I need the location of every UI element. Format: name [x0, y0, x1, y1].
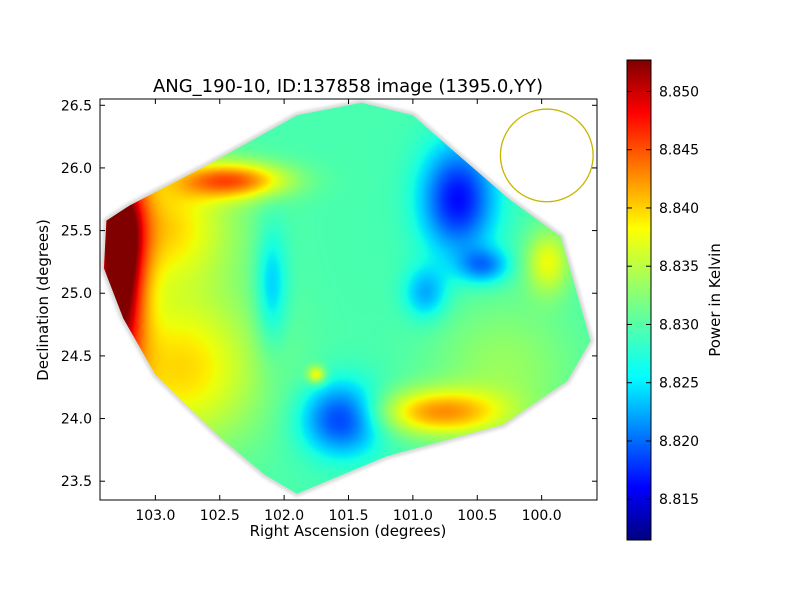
- x-tick-label-2: 102.0: [264, 508, 304, 524]
- chart-title: ANG_190-10, ID:137858 image (1395.0,YY): [153, 76, 543, 97]
- colorbar-tick-label-5: 8.840: [659, 201, 699, 217]
- y-axis-label: Declination (degrees): [34, 219, 52, 381]
- y-axis-ticks: 23.5 24.0 24.5 25.0 25.5 26.0 26.5: [61, 98, 597, 490]
- heatmap-image: [103, 102, 591, 494]
- x-axis-label: Right Ascension (degrees): [250, 522, 447, 540]
- colorbar-tick-label-7: 8.850: [659, 84, 699, 100]
- colorbar-tick-label-4: 8.835: [659, 259, 699, 275]
- colorbar-tick-label-6: 8.845: [659, 143, 699, 159]
- x-tick-label-1: 102.5: [200, 508, 240, 524]
- colorbar-tick-label-0: 8.815: [659, 492, 699, 508]
- y-tick-label-0: 23.5: [61, 474, 92, 490]
- colorbar-tick-label-2: 8.825: [659, 376, 699, 392]
- y-tick-label-1: 24.0: [61, 412, 92, 428]
- y-tick-label-6: 26.5: [61, 98, 92, 114]
- y-tick-label-4: 25.5: [61, 224, 92, 240]
- colorbar-tick-label-1: 8.820: [659, 434, 699, 450]
- colorbar-ticks: 8.815 8.820 8.825 8.830 8.835 8.840 8.845 8.850: [627, 84, 699, 508]
- x-axis-ticks: 103.0 102.5 102.0 101.5 101.0 100.5 100.0: [135, 99, 562, 524]
- x-tick-label-6: 100.0: [522, 508, 562, 524]
- y-tick-label-3: 25.0: [61, 286, 92, 302]
- y-tick-label-2: 24.5: [61, 349, 92, 365]
- colorbar-tick-label-3: 8.830: [659, 317, 699, 333]
- plot-area: [100, 99, 594, 498]
- x-tick-label-5: 100.5: [457, 508, 497, 524]
- colorbar-label: Power in Kelvin: [706, 243, 724, 357]
- beam-circle-marker: [499, 108, 594, 203]
- x-tick-label-3: 101.5: [328, 508, 368, 524]
- colorbar: 8.815 8.820 8.825 8.830 8.835 8.840 8.845 8.850…: [626, 59, 724, 541]
- x-tick-label-4: 101.0: [393, 508, 433, 524]
- colorbar-gradient: [626, 59, 652, 541]
- x-tick-label-0: 103.0: [135, 508, 175, 524]
- y-tick-label-5: 26.0: [61, 161, 92, 177]
